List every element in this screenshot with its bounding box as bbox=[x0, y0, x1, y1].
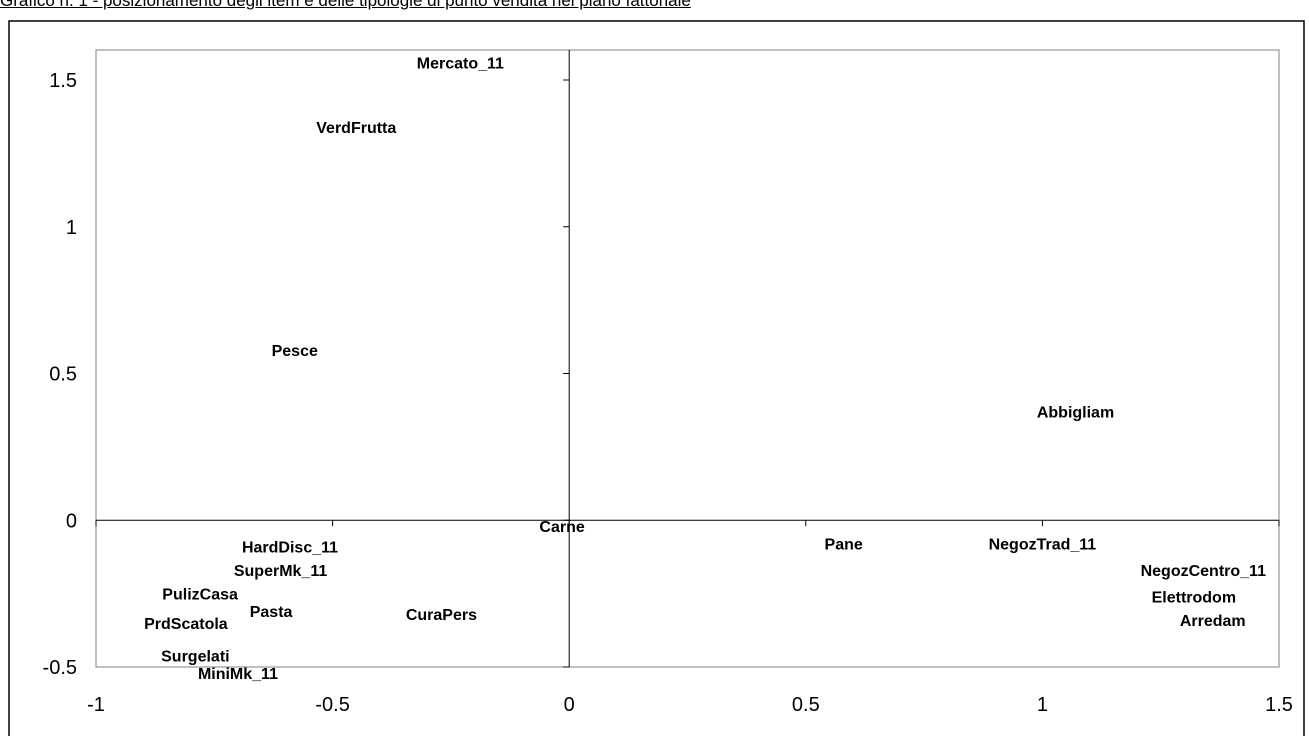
point-label: Mercato_11 bbox=[417, 55, 504, 72]
y-tick-label: 0.5 bbox=[49, 364, 77, 386]
x-tick-label: 0.5 bbox=[792, 694, 820, 716]
x-tick-label: -0.5 bbox=[315, 694, 349, 716]
point-label: CuraPers bbox=[406, 607, 477, 624]
point-label: NegozTrad_11 bbox=[989, 537, 1097, 554]
point-label: SuperMk_11 bbox=[234, 563, 327, 580]
point-label: VerdFrutta bbox=[316, 120, 396, 137]
tick-labels-layer: -1 -0.5 0 0.5 1 1.5 -0.5 0 0.5 1 1.5 bbox=[43, 70, 1293, 716]
y-tick-label: 1 bbox=[66, 217, 77, 239]
point-label: Abbigliam bbox=[1037, 405, 1114, 422]
y-tick-label: 1.5 bbox=[49, 70, 77, 92]
chart-frame bbox=[8, 20, 1305, 736]
point-label: Elettrodom bbox=[1152, 590, 1236, 607]
plot-area bbox=[95, 49, 1280, 668]
x-tick-label: 0 bbox=[564, 694, 575, 716]
chart-title: Grafico n. 1 - posizionamento degli item… bbox=[0, 0, 691, 10]
point-label: PrdScatola bbox=[144, 616, 228, 633]
point-label: Pasta bbox=[250, 604, 293, 621]
y-tick-label: -0.5 bbox=[43, 657, 77, 679]
point-label: Pane bbox=[825, 537, 863, 554]
point-label: Carne bbox=[539, 519, 584, 536]
x-tick-label: -1 bbox=[87, 694, 105, 716]
x-tick-label: 1.5 bbox=[1265, 694, 1293, 716]
point-label: HardDisc_11 bbox=[242, 540, 338, 557]
x-tick-label: 1 bbox=[1037, 694, 1048, 716]
axes-layer bbox=[95, 50, 1280, 668]
y-tick-label: 0 bbox=[66, 510, 77, 532]
point-label: PulizCasa bbox=[162, 587, 238, 604]
point-label: Arredam bbox=[1180, 613, 1246, 630]
point-label: Surgelati bbox=[161, 648, 229, 665]
point-label: Pesce bbox=[272, 343, 318, 360]
point-label: MiniMk_11 bbox=[198, 666, 278, 683]
data-labels-layer: Mercato_11 VerdFrutta Pesce Abbigliam Carne P… bbox=[144, 55, 1266, 682]
point-label: NegozCentro_11 bbox=[1141, 563, 1266, 580]
